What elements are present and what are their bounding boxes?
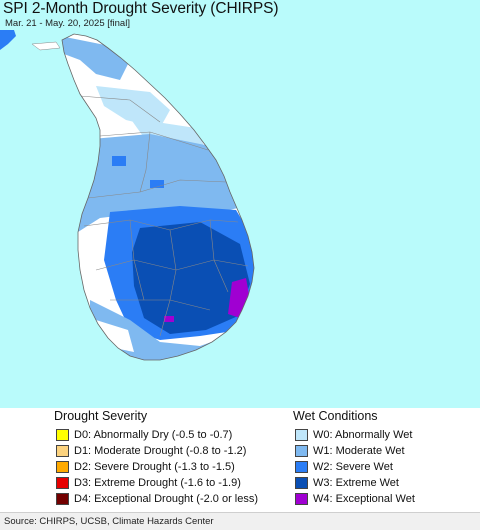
district-borders — [79, 95, 249, 337]
legend-label-d0: D0: Abnormally Dry (-0.5 to -0.7) — [74, 429, 233, 441]
legend-swatch-d2 — [56, 461, 69, 473]
source-text: Source: CHIRPS, UCSB, Climate Hazards Ce… — [4, 516, 214, 527]
legend-swatch-d1 — [56, 445, 69, 457]
legend-label-w4: W4: Exceptional Wet — [313, 493, 415, 505]
legend-swatch-w3 — [295, 477, 308, 489]
legend-swatch-w1 — [295, 445, 308, 457]
drought-map — [0, 0, 480, 408]
legend-label-d2: D2: Severe Drought (-1.3 to -1.5) — [74, 461, 235, 473]
legend-swatch-d0 — [56, 429, 69, 441]
legend-label-w2: W2: Severe Wet — [313, 461, 393, 473]
legend-swatch-d4 — [56, 493, 69, 505]
legend-label-w1: W1: Moderate Wet — [313, 445, 405, 457]
legend-item-w1: W1: Moderate Wet — [295, 444, 405, 458]
legend-item-w2: W2: Severe Wet — [295, 460, 393, 474]
legend-label-d4: D4: Exceptional Drought (-2.0 or less) — [74, 493, 259, 505]
india-mainland-tip — [0, 30, 16, 50]
map-title: SPI 2-Month Drought Severity (CHIRPS) — [3, 0, 279, 17]
legend-label-w3: W3: Extreme Wet — [313, 477, 399, 489]
legend-item-w0: W0: Abnormally Wet — [295, 428, 412, 442]
legend-item-d3: D3: Extreme Drought (-1.6 to -1.9) — [56, 476, 241, 490]
legend-swatch-w4 — [295, 493, 308, 505]
legend-label-d3: D3: Extreme Drought (-1.6 to -1.9) — [74, 477, 241, 489]
legend-item-d4: D4: Exceptional Drought (-2.0 or less) — [56, 492, 258, 506]
source-footer: Source: CHIRPS, UCSB, Climate Hazards Ce… — [0, 512, 480, 530]
legend-item-w4: W4: Exceptional Wet — [295, 492, 415, 506]
map-subtitle: Mar. 21 - May. 20, 2025 [final] — [5, 18, 130, 29]
legend-label-w0: W0: Abnormally Wet — [313, 429, 413, 441]
legend-wet-title: Wet Conditions — [293, 409, 378, 423]
mannar-island — [31, 41, 61, 51]
legend-item-d0: D0: Abnormally Dry (-0.5 to -0.7) — [56, 428, 232, 442]
legend-drought-title: Drought Severity — [54, 409, 148, 423]
legend-swatch-d3 — [56, 477, 69, 489]
legend-item-w3: W3: Extreme Wet — [295, 476, 399, 490]
legend-label-d1: D1: Moderate Drought (-0.8 to -1.2) — [74, 445, 247, 457]
legend-item-d2: D2: Severe Drought (-1.3 to -1.5) — [56, 460, 235, 474]
legend-swatch-w2 — [295, 461, 308, 473]
legend-item-d1: D1: Moderate Drought (-0.8 to -1.2) — [56, 444, 246, 458]
legend-swatch-w0 — [295, 429, 308, 441]
